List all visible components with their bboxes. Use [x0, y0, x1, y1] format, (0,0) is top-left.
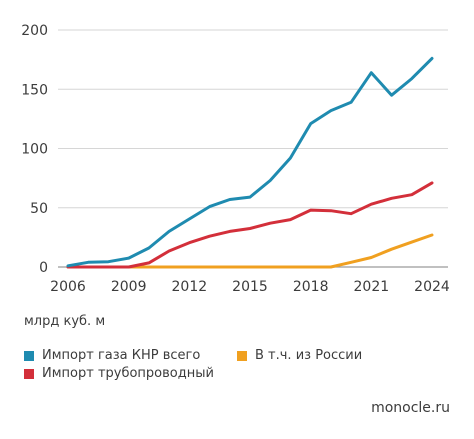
y-axis-ticks: 0 50 100 150 200 [21, 23, 48, 276]
y-tick-label: 150 [21, 82, 48, 98]
x-tick-label: 2012 [172, 279, 208, 295]
x-axis-ticks: 2006 2009 2012 2015 2018 2021 2024 [50, 279, 450, 295]
x-tick-label: 2015 [232, 279, 268, 295]
legend-swatch-pipeline [24, 368, 34, 379]
y-tick-label: 0 [39, 260, 48, 276]
legend-label-russia: В т.ч. из России [255, 348, 363, 363]
y-tick-label: 100 [21, 142, 48, 158]
legend-swatch-total [24, 350, 34, 361]
y-axis-unit-label: млрд куб. м [24, 314, 106, 329]
x-tick-label: 2006 [50, 279, 86, 295]
x-tick-label: 2024 [414, 279, 450, 295]
x-tick-label: 2009 [111, 279, 147, 295]
legend-label-pipeline: Импорт трубопроводный [42, 366, 214, 381]
y-tick-label: 200 [21, 23, 48, 39]
series-lines [66, 56, 434, 269]
grid-lines [58, 29, 448, 268]
chart-plot: 0 50 100 150 200 2006 2009 2012 2015 2018 2021 202… [21, 23, 450, 295]
x-tick-label: 2021 [354, 279, 390, 295]
x-tick-label: 2018 [293, 279, 329, 295]
series-line-russia [66, 233, 434, 269]
legend-item-russia: В т.ч. из России [237, 348, 362, 363]
source-credit: monocle.ru [371, 400, 450, 416]
legend-label-total: Импорт газа КНР всего [42, 348, 201, 363]
legend-item-total: Импорт газа КНР всего [24, 348, 200, 363]
series-line-total [66, 56, 434, 268]
legend-swatch-russia [237, 350, 247, 361]
series-line-pipeline [66, 181, 434, 269]
y-tick-label: 50 [30, 201, 48, 217]
legend-item-pipeline: Импорт трубопроводный [24, 366, 214, 381]
